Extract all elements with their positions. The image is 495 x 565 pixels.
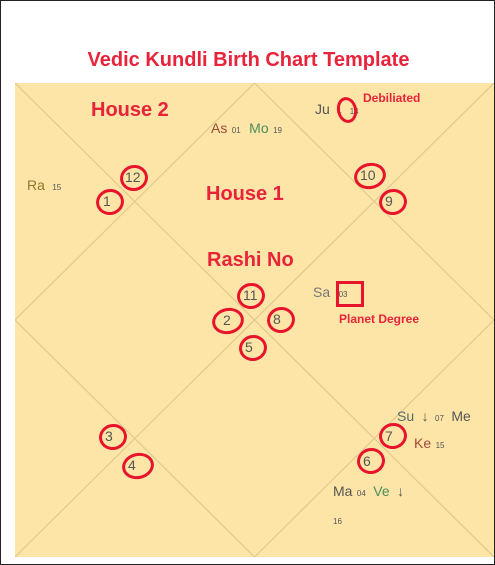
inner-diamond (15, 83, 494, 557)
debiliated-label: Debiliated (363, 91, 421, 105)
rashi-number: 1 (103, 193, 111, 209)
debilitated-arrow-icon: ↓ (336, 101, 344, 117)
rashi-number: 5 (245, 339, 253, 355)
planet-degree: 03 (338, 290, 348, 299)
debilitated-arrow-icon: ↓ (397, 483, 405, 499)
planet-name: Sa (313, 284, 331, 300)
planet-name: Ve (373, 483, 390, 499)
planet-name: Mo (249, 120, 269, 136)
rashi-number: 6 (363, 453, 371, 469)
rashi-no-label: Rashi No (207, 249, 294, 271)
page-title: Vedic Kundli Birth Chart Template (87, 49, 410, 71)
house-1-label: House 1 (206, 183, 284, 205)
planet-name: Ra (27, 177, 45, 193)
rashi-number: 12 (125, 169, 141, 185)
rashi-number: 8 (273, 311, 281, 327)
chart-lines (15, 83, 494, 557)
rashi-number: 4 (128, 457, 136, 473)
debilitated-arrow-icon: ↓ (421, 408, 429, 424)
planet-group-ju: Ju ↓ 14 (315, 101, 359, 119)
planet-degree: 01 (231, 126, 241, 135)
rashi-number: 3 (105, 428, 113, 444)
planet-name: Ju (315, 101, 330, 117)
planet-degree: 04 (356, 489, 366, 498)
rashi-number: 2 (223, 312, 231, 328)
planet-group-ma-ve: Ma 04 Ve ↓ (333, 483, 404, 501)
planet-degree: 16 (333, 517, 342, 526)
rashi-number: 7 (385, 428, 393, 444)
planet-group-ra: Ra 15 (27, 177, 61, 195)
planet-name: Su (397, 408, 415, 424)
planet-group-su-me: Su ↓ 07 Me (397, 408, 471, 426)
kundli-chart: House 2 House 1 Rashi No Debiliated Plan… (15, 83, 494, 557)
planet-degree: 14 (349, 107, 359, 116)
rashi-number: 11 (243, 287, 258, 303)
planet-degree-label: Planet Degree (339, 312, 420, 326)
annotation-box (336, 281, 364, 307)
planet-degree: 19 (273, 126, 282, 135)
planet-name: Ma (333, 483, 353, 499)
rashi-number: 10 (360, 167, 376, 183)
planet-degree: 07 (435, 414, 444, 423)
planet-group-as-mo: As 01 Mo 19 (211, 120, 282, 138)
planet-group-sa: Sa 03 (313, 284, 347, 302)
house-2-label: House 2 (91, 99, 169, 121)
planet-name: Me (451, 408, 471, 424)
diagonal-line (15, 83, 494, 557)
rashi-number: 9 (385, 193, 393, 209)
planet-degree: 15 (52, 183, 62, 192)
planet-name: Ke (414, 435, 432, 451)
planet-group-ke: 15 Ke 15 (402, 435, 444, 453)
planet-degree: 15 (435, 441, 445, 450)
planet-name: As (211, 120, 228, 136)
